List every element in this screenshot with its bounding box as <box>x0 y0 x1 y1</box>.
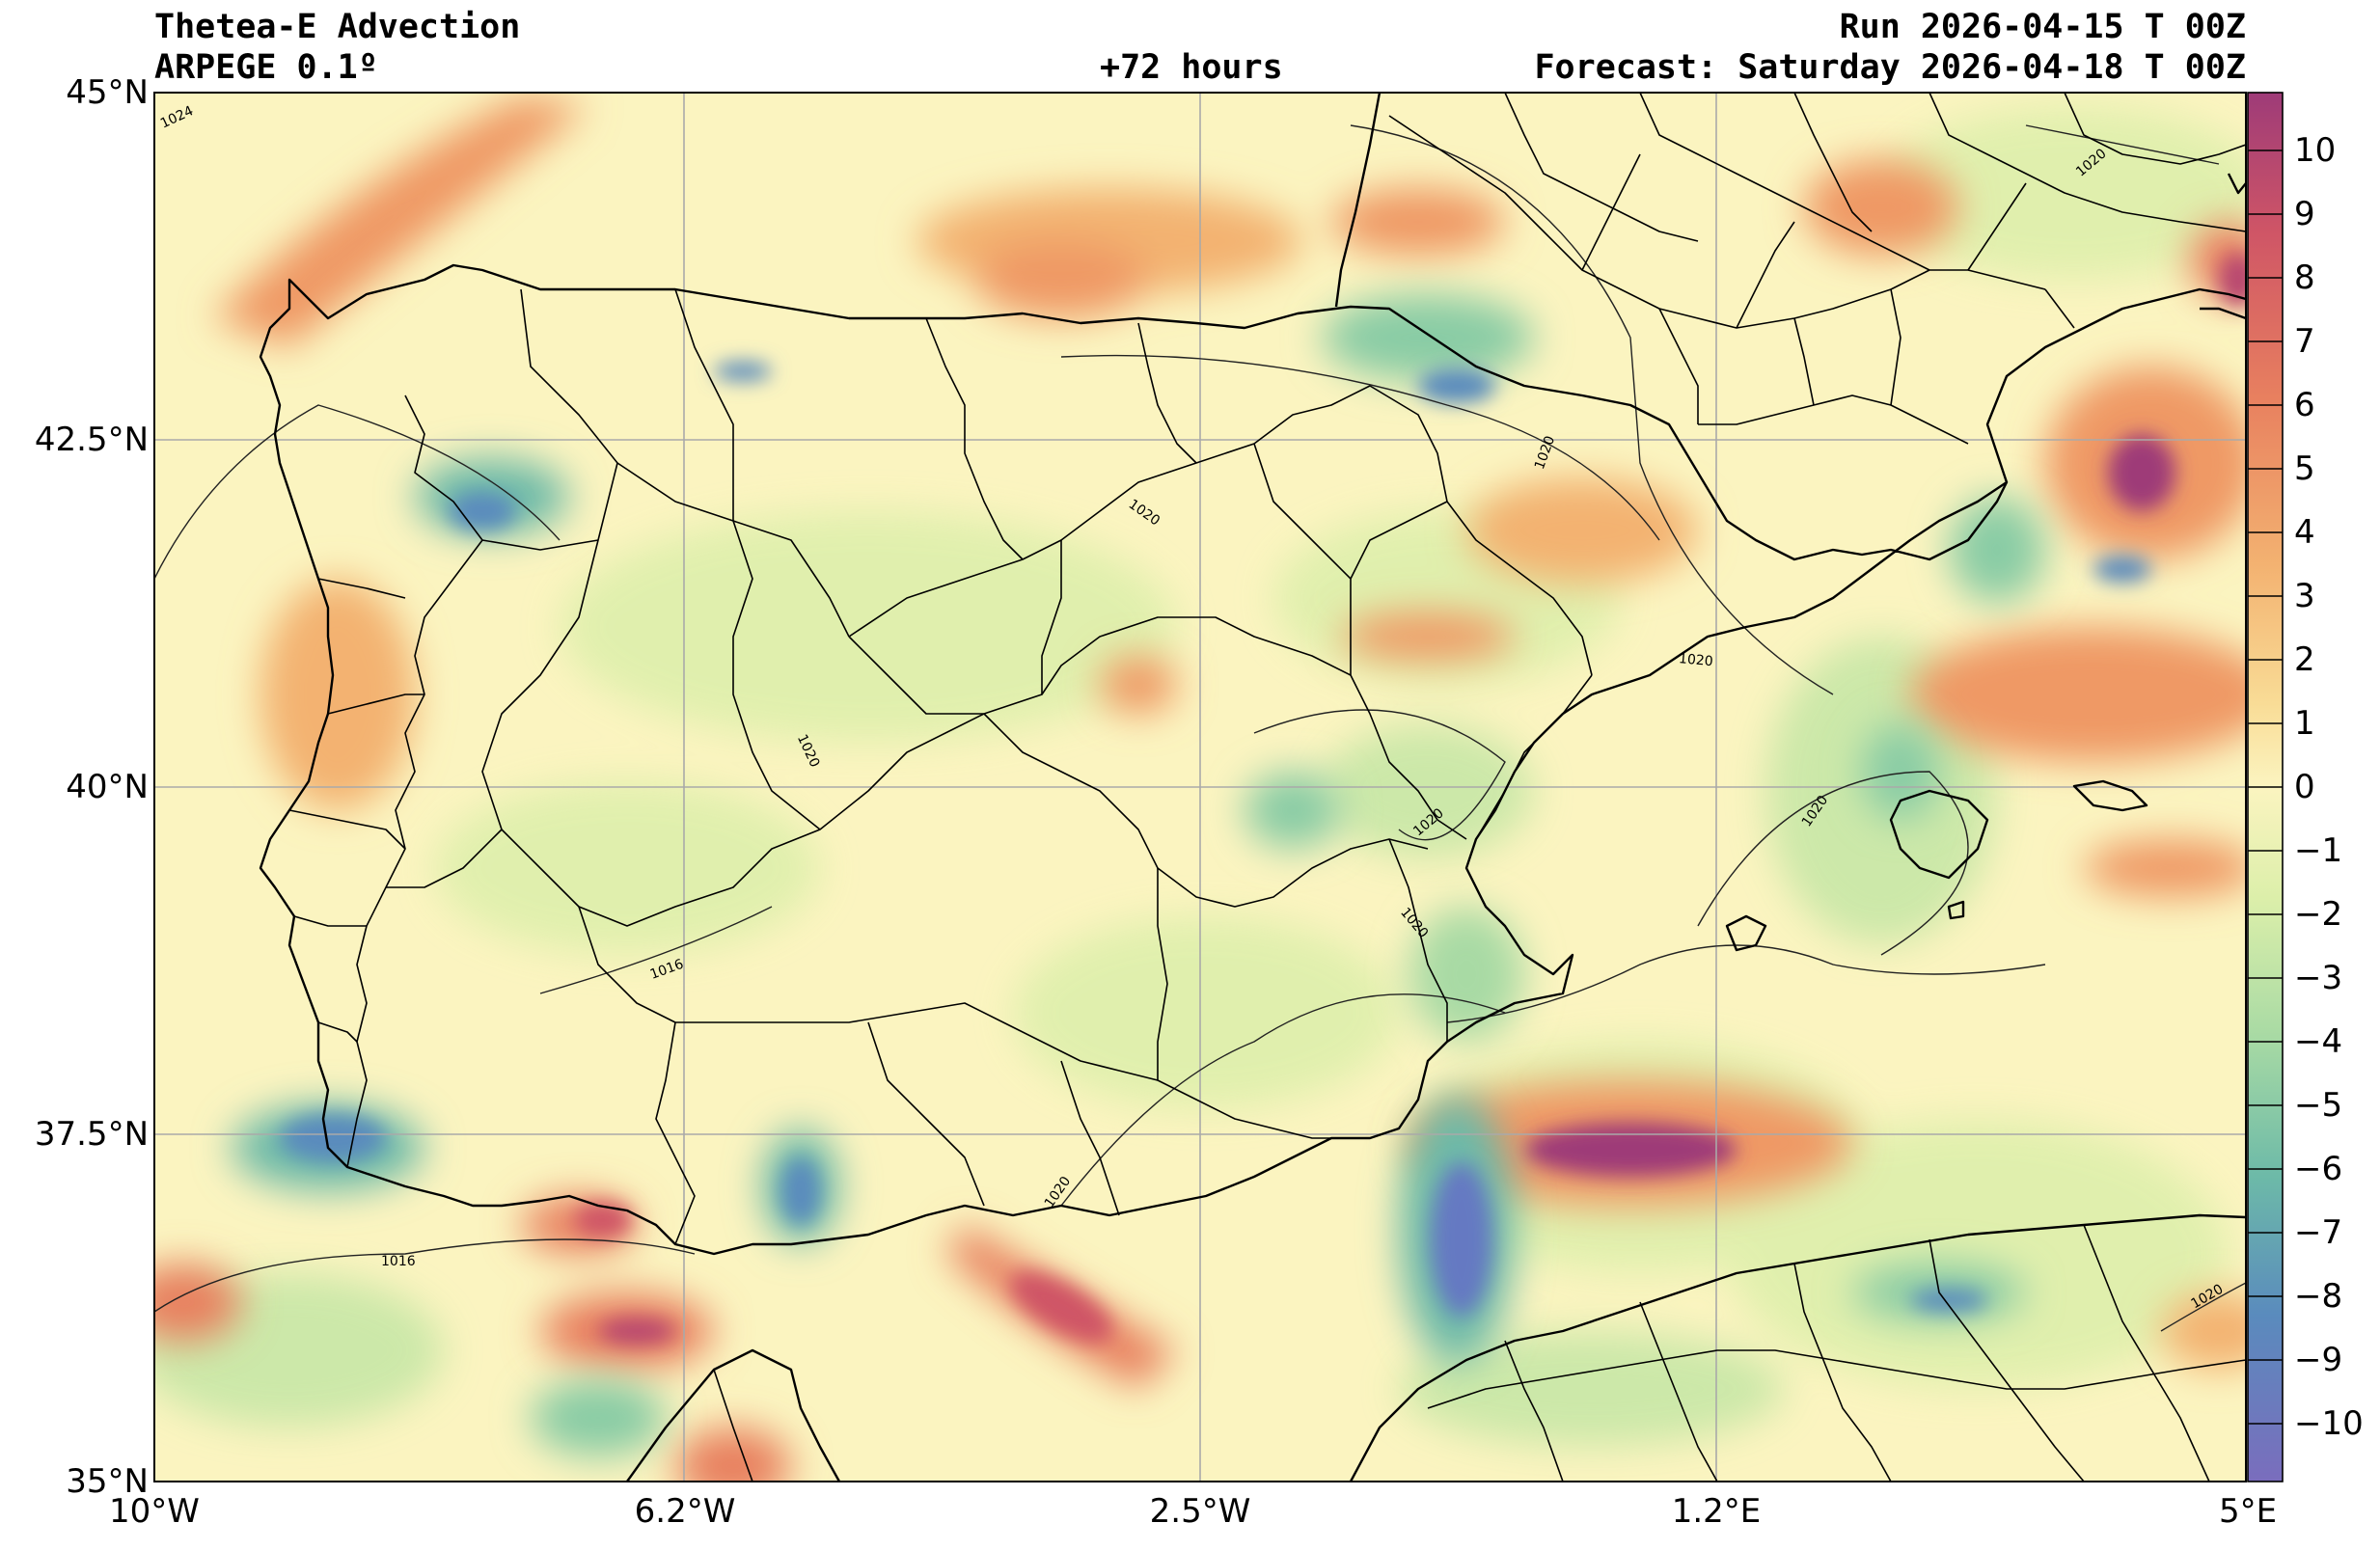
colorbar-label: −4 <box>2294 1022 2343 1061</box>
forecast-label: Forecast: Saturday 2026-04-18 T 00Z <box>1534 48 2246 87</box>
lat-tick-label: 40°N <box>66 768 149 806</box>
isobar-label: 1016 <box>381 1254 416 1269</box>
colorbar-label: −1 <box>2294 831 2343 870</box>
colorbar-label: 0 <box>2294 768 2315 806</box>
lat-tick-label: 42.5°N <box>34 421 149 459</box>
lon-tick-label: 5°E <box>2218 1492 2278 1531</box>
lat-tick-label: 45°N <box>66 73 149 112</box>
colorbar-label: 4 <box>2294 513 2315 552</box>
colorbar-label: 6 <box>2294 386 2315 424</box>
run-label: Run 2026-04-15 T 00Z <box>1839 8 2246 46</box>
model-label: ARPEGE 0.1º <box>154 48 378 87</box>
colorbar-label: −8 <box>2294 1277 2343 1316</box>
colorbar <box>2247 92 2284 1482</box>
colorbar-label: 2 <box>2294 640 2315 679</box>
map-frame <box>153 92 2247 1482</box>
colorbar-label: −5 <box>2294 1086 2343 1125</box>
coastlines <box>259 93 2246 1482</box>
advection-field: 1024 1020 1020 1020 1020 1020 1020 1020 … <box>154 93 2246 1482</box>
lon-tick-label: 2.5°W <box>1149 1492 1251 1531</box>
isobars <box>154 124 2246 1332</box>
colorbar-label: −6 <box>2294 1150 2343 1188</box>
lat-tick-label: 35°N <box>66 1462 149 1501</box>
colorbar-label: 5 <box>2294 449 2315 488</box>
graticule <box>154 93 2246 1482</box>
colorbar-label: −9 <box>2294 1341 2343 1379</box>
lat-tick-label: 37.5°N <box>34 1115 149 1154</box>
admin-borders <box>288 93 2246 1482</box>
colorbar-label: 9 <box>2294 195 2315 233</box>
colorbar-label: 10 <box>2294 131 2337 170</box>
lon-tick-label: 1.2°E <box>1671 1492 1762 1531</box>
colorbar-label: −3 <box>2294 959 2343 997</box>
colorbar-label: 8 <box>2294 258 2315 297</box>
colorbar-label: 1 <box>2294 704 2315 743</box>
colorbar-label: −2 <box>2294 895 2343 934</box>
isobar-label: 1020 <box>1678 651 1713 669</box>
map-title: Thetea-E Advection <box>154 8 521 46</box>
lead-time-label: +72 hours <box>1100 48 1283 87</box>
lon-tick-label: 10°W <box>109 1492 200 1531</box>
lon-tick-label: 6.2°W <box>634 1492 736 1531</box>
colorbar-label: −7 <box>2294 1213 2343 1252</box>
colorbar-label: 7 <box>2294 322 2315 361</box>
colorbar-label: 3 <box>2294 577 2315 615</box>
colorbar-label: −10 <box>2294 1404 2364 1443</box>
